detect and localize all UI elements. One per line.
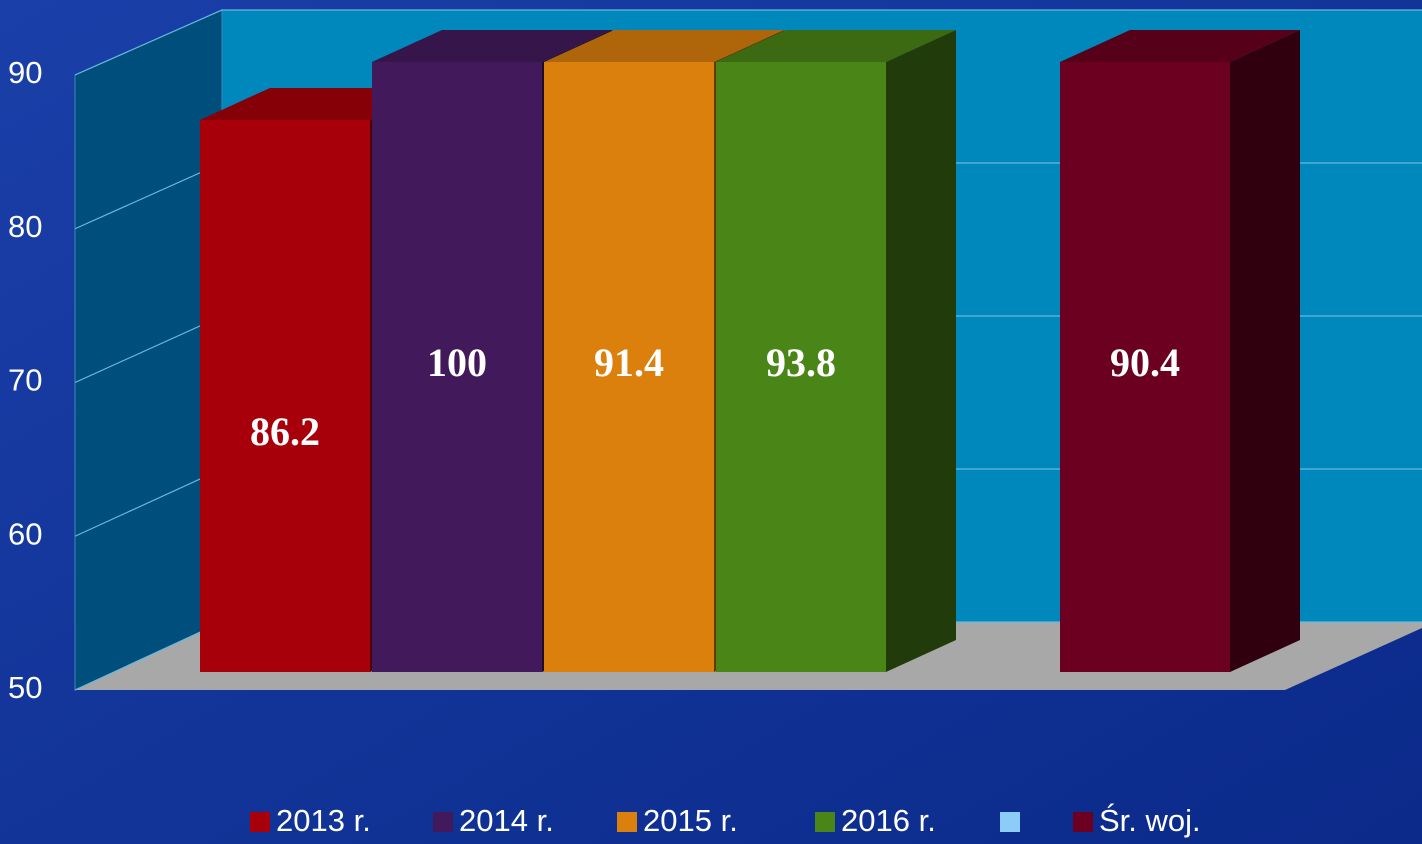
bar-top <box>1060 30 1300 62</box>
legend-label: 2016 r. <box>841 803 936 838</box>
legend-label: 2014 r. <box>459 803 554 838</box>
legend-label: 2015 r. <box>643 803 738 838</box>
legend-swatch <box>1000 812 1020 832</box>
bar-top <box>716 30 956 62</box>
y-tick-label: 70 <box>8 363 42 398</box>
legend-swatch <box>617 812 637 832</box>
legend-swatch <box>1073 812 1093 832</box>
legend-swatch <box>433 812 453 832</box>
bar-top <box>372 30 612 62</box>
y-tick-label: 90 <box>8 55 42 90</box>
data-label: 86.2 <box>250 409 320 454</box>
grid-line <box>74 9 1422 76</box>
data-label: 91.4 <box>594 340 664 385</box>
legend-swatch <box>250 812 270 832</box>
legend-swatch <box>815 812 835 832</box>
bar-side <box>1230 30 1300 672</box>
y-tick-label: 50 <box>8 670 42 705</box>
bar <box>200 119 370 672</box>
data-label: 100 <box>427 340 487 385</box>
bar-side <box>886 30 956 672</box>
data-label: 93.8 <box>766 340 836 385</box>
y-tick-label: 80 <box>8 209 42 244</box>
legend-label: Śr. woj. <box>1099 802 1201 838</box>
legend-label: 2013 r. <box>276 803 371 838</box>
bar <box>544 62 714 672</box>
side-wall <box>74 9 223 691</box>
bar <box>716 62 886 672</box>
bar <box>1060 62 1230 672</box>
bar <box>372 62 542 672</box>
y-tick-label: 60 <box>8 516 42 551</box>
bar-top <box>544 30 784 62</box>
data-label: 90.4 <box>1110 340 1180 385</box>
